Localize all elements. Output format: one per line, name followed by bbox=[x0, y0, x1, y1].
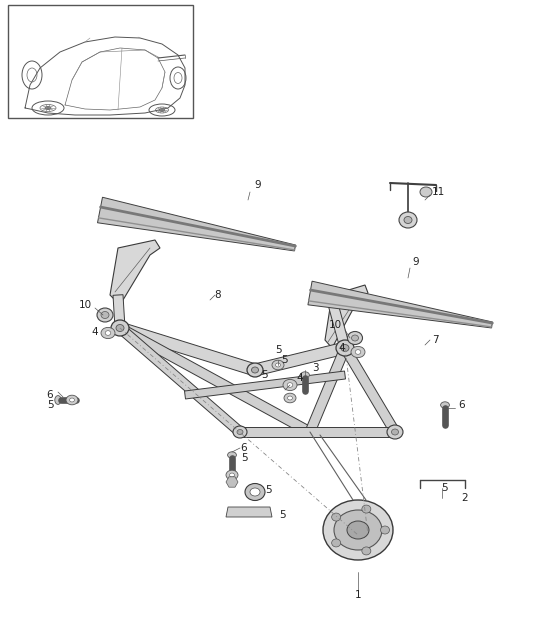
Ellipse shape bbox=[334, 510, 382, 550]
Ellipse shape bbox=[228, 452, 237, 458]
Polygon shape bbox=[253, 342, 347, 376]
Ellipse shape bbox=[380, 526, 390, 534]
Ellipse shape bbox=[233, 426, 247, 438]
Ellipse shape bbox=[391, 429, 398, 435]
Ellipse shape bbox=[387, 425, 403, 439]
Ellipse shape bbox=[323, 500, 393, 560]
Ellipse shape bbox=[45, 107, 51, 109]
Ellipse shape bbox=[287, 382, 293, 387]
Ellipse shape bbox=[226, 470, 238, 480]
Ellipse shape bbox=[251, 367, 258, 373]
Ellipse shape bbox=[283, 379, 297, 391]
Ellipse shape bbox=[440, 402, 450, 408]
Text: 10: 10 bbox=[78, 300, 92, 310]
Polygon shape bbox=[117, 324, 243, 436]
Ellipse shape bbox=[276, 363, 280, 367]
Polygon shape bbox=[325, 285, 368, 348]
Ellipse shape bbox=[332, 539, 341, 547]
Ellipse shape bbox=[116, 325, 124, 332]
Polygon shape bbox=[240, 427, 395, 437]
Ellipse shape bbox=[341, 345, 349, 352]
Ellipse shape bbox=[229, 473, 234, 477]
Ellipse shape bbox=[101, 311, 109, 318]
Ellipse shape bbox=[284, 393, 296, 403]
Polygon shape bbox=[325, 291, 350, 349]
Ellipse shape bbox=[404, 217, 412, 224]
Ellipse shape bbox=[347, 521, 369, 539]
Polygon shape bbox=[226, 477, 238, 487]
Ellipse shape bbox=[105, 331, 111, 335]
Polygon shape bbox=[118, 322, 257, 376]
Text: 5: 5 bbox=[265, 485, 271, 495]
Text: 8: 8 bbox=[215, 290, 221, 300]
Text: 9: 9 bbox=[413, 257, 419, 267]
Text: 5: 5 bbox=[281, 355, 287, 365]
Polygon shape bbox=[110, 240, 160, 305]
Text: 6: 6 bbox=[459, 400, 465, 410]
Polygon shape bbox=[98, 197, 295, 251]
Text: 10: 10 bbox=[329, 320, 342, 330]
Text: 1: 1 bbox=[355, 590, 361, 600]
Polygon shape bbox=[308, 281, 493, 328]
Ellipse shape bbox=[348, 332, 362, 345]
Text: 9: 9 bbox=[255, 180, 261, 190]
Bar bbox=[8, 5, 193, 118]
Ellipse shape bbox=[70, 398, 75, 402]
Ellipse shape bbox=[111, 320, 129, 336]
Text: 5: 5 bbox=[278, 510, 286, 520]
Ellipse shape bbox=[336, 340, 354, 356]
Text: 5: 5 bbox=[47, 400, 53, 410]
Ellipse shape bbox=[362, 547, 371, 555]
Ellipse shape bbox=[355, 350, 361, 354]
Text: 3: 3 bbox=[312, 363, 318, 373]
Polygon shape bbox=[226, 507, 272, 517]
Ellipse shape bbox=[66, 395, 78, 405]
Ellipse shape bbox=[250, 488, 260, 496]
Ellipse shape bbox=[55, 396, 61, 404]
Ellipse shape bbox=[237, 430, 243, 435]
Text: 2: 2 bbox=[462, 493, 468, 503]
Ellipse shape bbox=[362, 505, 371, 513]
Polygon shape bbox=[305, 346, 349, 434]
Polygon shape bbox=[113, 295, 125, 328]
Text: 4: 4 bbox=[296, 373, 304, 383]
Ellipse shape bbox=[160, 109, 165, 112]
Ellipse shape bbox=[97, 308, 113, 322]
Text: 5: 5 bbox=[441, 483, 449, 493]
Ellipse shape bbox=[352, 335, 359, 341]
Text: 7: 7 bbox=[432, 335, 438, 345]
Text: 4: 4 bbox=[92, 327, 98, 337]
Text: 11: 11 bbox=[432, 187, 445, 197]
Ellipse shape bbox=[101, 327, 115, 338]
Ellipse shape bbox=[351, 347, 365, 357]
Ellipse shape bbox=[288, 396, 293, 400]
Text: 6: 6 bbox=[241, 443, 247, 453]
Text: 4: 4 bbox=[338, 343, 346, 353]
Polygon shape bbox=[185, 371, 346, 399]
Polygon shape bbox=[341, 345, 399, 435]
Ellipse shape bbox=[245, 484, 265, 501]
Ellipse shape bbox=[301, 372, 310, 378]
Ellipse shape bbox=[272, 360, 284, 370]
Ellipse shape bbox=[399, 212, 417, 228]
Text: 6: 6 bbox=[47, 390, 53, 400]
Text: 5: 5 bbox=[241, 453, 247, 463]
Text: 5: 5 bbox=[275, 345, 281, 355]
Ellipse shape bbox=[247, 363, 263, 377]
Ellipse shape bbox=[420, 187, 432, 197]
Ellipse shape bbox=[332, 513, 341, 521]
Text: 5: 5 bbox=[262, 370, 268, 380]
Polygon shape bbox=[118, 323, 312, 436]
